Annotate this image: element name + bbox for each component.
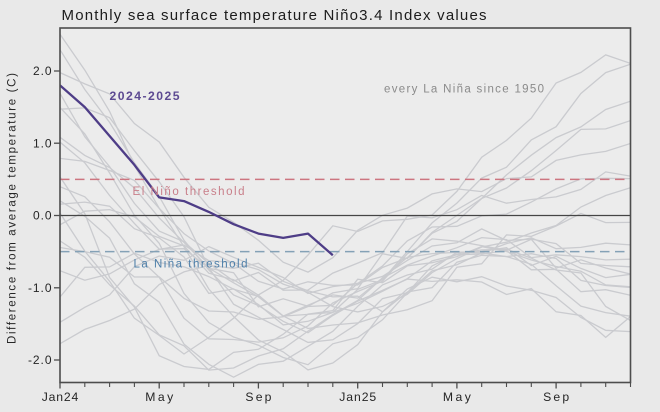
- svg-text:Difference from average temper: Difference from average temperature (C): [7, 73, 19, 344]
- svg-text:-1.0: -1.0: [28, 281, 52, 295]
- svg-text:0.0: 0.0: [33, 209, 52, 223]
- svg-text:La Niña threshold: La Niña threshold: [134, 259, 248, 271]
- svg-text:Sep: Sep: [245, 390, 271, 404]
- svg-text:Jan25: Jan25: [339, 390, 376, 404]
- svg-text:every La Niña since 1950: every La Niña since 1950: [384, 84, 544, 96]
- svg-text:-2.0: -2.0: [28, 353, 52, 367]
- svg-text:2.0: 2.0: [33, 64, 52, 78]
- svg-text:Sep: Sep: [543, 390, 569, 404]
- svg-text:2024-2025: 2024-2025: [110, 89, 180, 103]
- svg-text:May: May: [443, 390, 472, 404]
- svg-text:Jan24: Jan24: [42, 390, 79, 404]
- svg-text:Monthly sea surface temperatur: Monthly sea surface temperature Niño3.4 …: [62, 7, 487, 24]
- svg-text:1.0: 1.0: [33, 136, 52, 150]
- svg-text:May: May: [145, 390, 174, 404]
